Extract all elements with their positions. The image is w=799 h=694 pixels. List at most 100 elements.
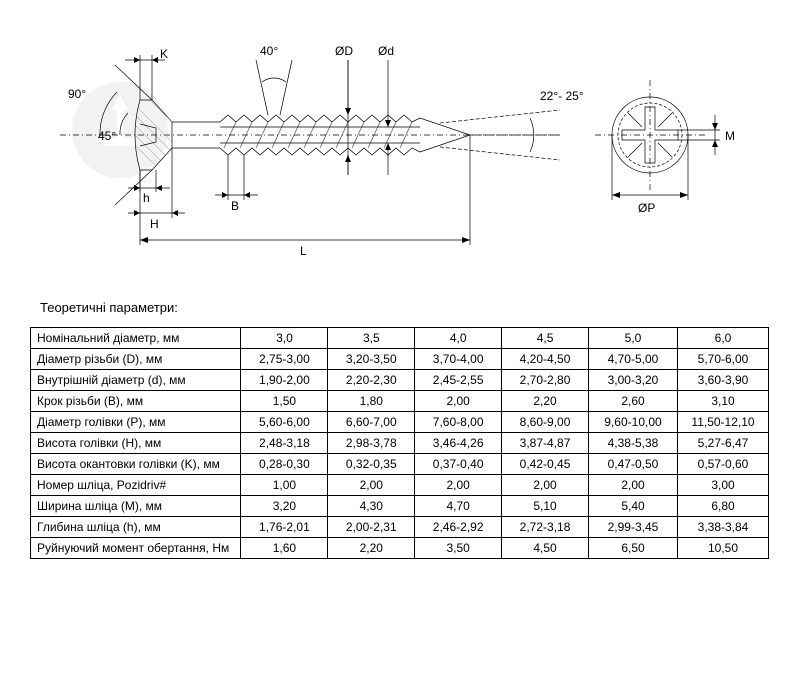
- row-label: Номінальний діаметр, мм: [31, 328, 241, 349]
- cell-value: 6,60-7,00: [328, 412, 415, 433]
- table-row: Діаметр різьби (D), мм2,75-3,003,20-3,50…: [31, 349, 769, 370]
- table-row: Внутрішній діаметр (d), мм1,90-2,002,20-…: [31, 370, 769, 391]
- svg-text:M: M: [725, 129, 735, 143]
- svg-text:B: B: [231, 199, 239, 213]
- cell-value: 5,40: [588, 496, 677, 517]
- cell-value: 11,50-12,10: [678, 412, 769, 433]
- cell-value: 1,80: [328, 391, 415, 412]
- cell-value: 3,0: [241, 328, 328, 349]
- cell-value: 9,60-10,00: [588, 412, 677, 433]
- cell-value: 10,50: [678, 538, 769, 559]
- tip-angle-top: [440, 110, 560, 123]
- cell-value: 0,47-0,50: [588, 454, 677, 475]
- cell-value: 2,20: [328, 538, 415, 559]
- table-title: Теоретичні параметри:: [30, 300, 769, 315]
- cell-value: 0,42-0,45: [502, 454, 589, 475]
- dim-od: Ød: [378, 44, 394, 175]
- table-row: Крок різьби (B), мм1,501,802,002,202,603…: [31, 391, 769, 412]
- screw-top-view: [595, 80, 705, 190]
- dim-L: L: [140, 135, 470, 258]
- cell-value: 3,10: [678, 391, 769, 412]
- cell-value: 6,0: [678, 328, 769, 349]
- cell-value: 2,20-2,30: [328, 370, 415, 391]
- row-label: Руйнуючий момент обертання, Нм: [31, 538, 241, 559]
- svg-text:L: L: [300, 244, 307, 258]
- cell-value: 0,28-0,30: [241, 454, 328, 475]
- angle-40: 40°: [256, 44, 292, 115]
- cell-value: 6,80: [678, 496, 769, 517]
- cell-value: 3,20-3,50: [328, 349, 415, 370]
- cell-value: 4,20-4,50: [502, 349, 589, 370]
- table-row: Висота голівки (H), мм2,48-3,182,98-3,78…: [31, 433, 769, 454]
- screw-diagram: 22°- 25° 40° 90° 45° K ØD: [0, 0, 799, 280]
- cell-value: 2,00: [415, 475, 502, 496]
- angle-tip-label: 22°- 25°: [540, 89, 584, 103]
- cell-value: 0,37-0,40: [415, 454, 502, 475]
- parameters-section: Теоретичні параметри: Номінальний діамет…: [0, 280, 799, 579]
- cell-value: 4,30: [328, 496, 415, 517]
- row-label: Висота окантовки голівки (K), мм: [31, 454, 241, 475]
- cell-value: 3,60-3,90: [678, 370, 769, 391]
- cell-value: 2,46-2,92: [415, 517, 502, 538]
- cell-value: 3,00-3,20: [588, 370, 677, 391]
- table-row: Номер шліца, Pozidriv#1,002,002,002,002,…: [31, 475, 769, 496]
- cell-value: 2,00-2,31: [328, 517, 415, 538]
- row-label: Внутрішній діаметр (d), мм: [31, 370, 241, 391]
- cell-value: 2,45-2,55: [415, 370, 502, 391]
- svg-text:ØD: ØD: [335, 44, 353, 58]
- cell-value: 5,10: [502, 496, 589, 517]
- svg-text:40°: 40°: [260, 44, 278, 58]
- cell-value: 2,48-3,18: [241, 433, 328, 454]
- cell-value: 6,50: [588, 538, 677, 559]
- cell-value: 0,57-0,60: [678, 454, 769, 475]
- table-row: Руйнуючий момент обертання, Нм1,602,203,…: [31, 538, 769, 559]
- row-label: Ширина шліца (M), мм: [31, 496, 241, 517]
- cell-value: 2,60: [588, 391, 677, 412]
- table-row: Діаметр голівки (P), мм5,60-6,006,60-7,0…: [31, 412, 769, 433]
- cell-value: 2,98-3,78: [328, 433, 415, 454]
- row-label: Крок різьби (B), мм: [31, 391, 241, 412]
- cell-value: 5,70-6,00: [678, 349, 769, 370]
- cell-value: 3,00: [678, 475, 769, 496]
- cell-value: 2,75-3,00: [241, 349, 328, 370]
- cell-value: 5,60-6,00: [241, 412, 328, 433]
- cell-value: 0,32-0,35: [328, 454, 415, 475]
- row-label: Висота голівки (H), мм: [31, 433, 241, 454]
- cell-value: 2,00: [502, 475, 589, 496]
- svg-text:h: h: [143, 191, 150, 205]
- cell-value: 4,0: [415, 328, 502, 349]
- cell-value: 2,00: [415, 391, 502, 412]
- table-row: Глибина шліца (h), мм1,76-2,012,00-2,312…: [31, 517, 769, 538]
- tip-angle-bot: [440, 147, 560, 160]
- dim-B: B: [215, 155, 258, 213]
- cell-value: 3,38-3,84: [678, 517, 769, 538]
- svg-text:H: H: [150, 217, 159, 231]
- svg-text:90°: 90°: [68, 87, 86, 101]
- cell-value: 4,50: [502, 538, 589, 559]
- cell-value: 2,72-3,18: [502, 517, 589, 538]
- cell-value: 3,5: [328, 328, 415, 349]
- diagram-svg: 22°- 25° 40° 90° 45° K ØD: [0, 0, 799, 280]
- svg-text:K: K: [160, 47, 168, 61]
- dim-OD: ØD: [335, 44, 353, 175]
- table-row: Висота окантовки голівки (K), мм0,28-0,3…: [31, 454, 769, 475]
- cell-value: 4,70: [415, 496, 502, 517]
- cell-value: 5,27-6,47: [678, 433, 769, 454]
- cell-value: 1,00: [241, 475, 328, 496]
- svg-text:ØP: ØP: [638, 201, 655, 215]
- cell-value: 1,60: [241, 538, 328, 559]
- cell-value: 2,70-2,80: [502, 370, 589, 391]
- cell-value: 4,70-5,00: [588, 349, 677, 370]
- row-label: Діаметр різьби (D), мм: [31, 349, 241, 370]
- table-row: Ширина шліца (M), мм3,204,304,705,105,40…: [31, 496, 769, 517]
- cell-value: 7,60-8,00: [415, 412, 502, 433]
- cell-value: 2,00: [588, 475, 677, 496]
- cell-value: 5,0: [588, 328, 677, 349]
- parameters-table: Номінальний діаметр, мм3,03,54,04,55,06,…: [30, 327, 769, 559]
- cell-value: 2,99-3,45: [588, 517, 677, 538]
- cell-value: 3,46-4,26: [415, 433, 502, 454]
- cell-value: 4,38-5,38: [588, 433, 677, 454]
- cell-value: 3,87-4,87: [502, 433, 589, 454]
- cell-value: 2,00: [328, 475, 415, 496]
- svg-text:45°: 45°: [98, 129, 116, 143]
